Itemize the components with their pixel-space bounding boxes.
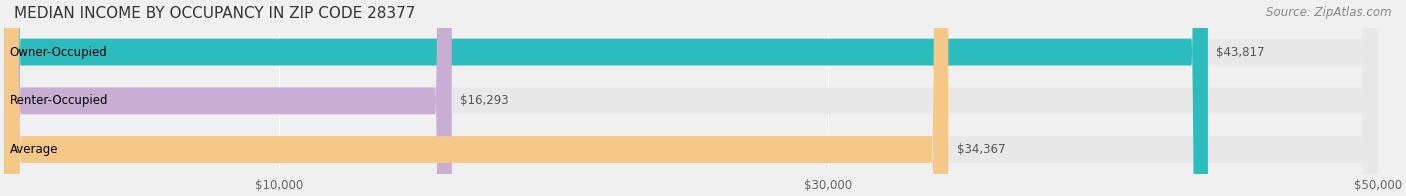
FancyBboxPatch shape	[4, 0, 451, 196]
FancyBboxPatch shape	[4, 0, 1378, 196]
Text: Source: ZipAtlas.com: Source: ZipAtlas.com	[1267, 6, 1392, 19]
Text: $34,367: $34,367	[956, 143, 1005, 156]
FancyBboxPatch shape	[4, 0, 1378, 196]
Text: MEDIAN INCOME BY OCCUPANCY IN ZIP CODE 28377: MEDIAN INCOME BY OCCUPANCY IN ZIP CODE 2…	[14, 6, 415, 21]
FancyBboxPatch shape	[4, 0, 948, 196]
Text: Owner-Occupied: Owner-Occupied	[10, 45, 107, 59]
Text: Renter-Occupied: Renter-Occupied	[10, 94, 108, 107]
Text: $43,817: $43,817	[1216, 45, 1264, 59]
Text: Average: Average	[10, 143, 58, 156]
FancyBboxPatch shape	[4, 0, 1208, 196]
FancyBboxPatch shape	[4, 0, 1378, 196]
Text: $16,293: $16,293	[460, 94, 509, 107]
